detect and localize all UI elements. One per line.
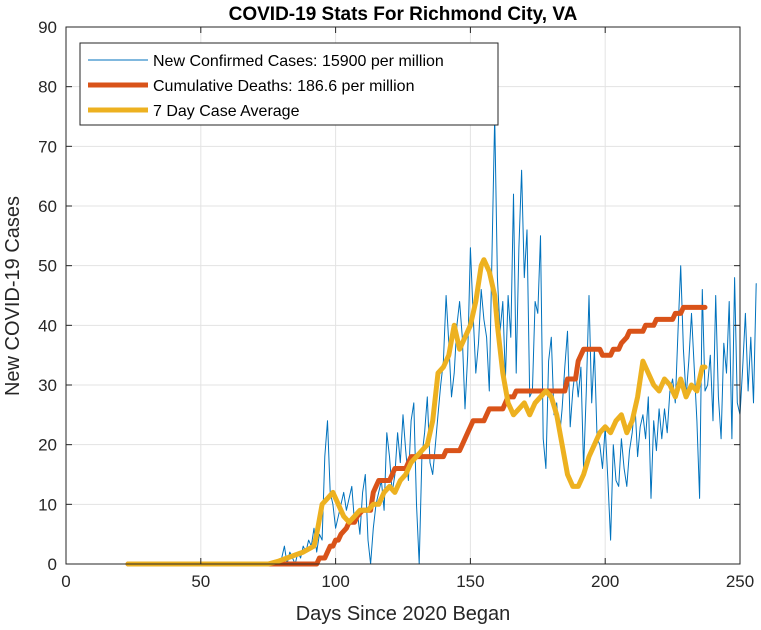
x-tick-label: 150 xyxy=(456,572,484,591)
x-axis-label: Days Since 2020 Began xyxy=(296,603,511,625)
legend: New Confirmed Cases: 15900 per million Cu… xyxy=(79,42,499,126)
y-tick-label: 20 xyxy=(38,436,57,455)
legend-box xyxy=(79,42,499,126)
legend-entry-label: 7 Day Case Average xyxy=(153,103,300,120)
x-tick-label: 100 xyxy=(321,572,349,591)
y-tick-label: 10 xyxy=(38,495,57,514)
y-tick-label: 90 xyxy=(38,18,57,37)
y-tick-label: 30 xyxy=(38,376,57,395)
cumulative-deaths-line xyxy=(125,304,708,567)
y-tick-label: 80 xyxy=(38,78,57,97)
y-tick-label: 0 xyxy=(48,555,57,574)
seven-day-average-line xyxy=(125,257,708,567)
axis-ticks: 0 50 100 150 200 250 0 10 20 30 40 50 60 70 80 90 xyxy=(38,18,754,591)
x-tick-label: 200 xyxy=(591,572,619,591)
chart-title: COVID-19 Stats For Richmond City, VA xyxy=(229,4,578,25)
y-axis-label: New COVID-19 Cases xyxy=(2,196,24,396)
y-tick-label: 70 xyxy=(38,137,57,156)
x-tick-label: 50 xyxy=(191,572,210,591)
x-tick-label: 250 xyxy=(726,572,754,591)
plot-frame xyxy=(65,26,741,565)
x-tick-label: 0 xyxy=(61,572,70,591)
y-tick-label: 40 xyxy=(38,316,57,335)
y-tick-label: 60 xyxy=(38,197,57,216)
legend-entry-label: Cumulative Deaths: 186.6 per million xyxy=(153,78,414,95)
legend-entry-label: New Confirmed Cases: 15900 per million xyxy=(153,53,444,70)
y-tick-label: 50 xyxy=(38,257,57,276)
